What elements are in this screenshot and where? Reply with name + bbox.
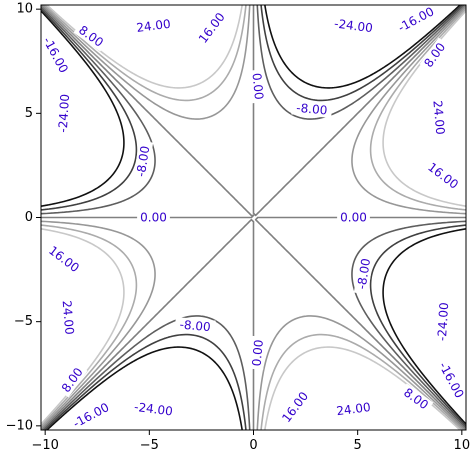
contour-label: 0.00 [250, 339, 266, 367]
contour-line-level-6 [41, 5, 466, 430]
contour-label-background [430, 96, 448, 139]
x-tick-label: 0 [249, 438, 257, 452]
y-tick-label: −10 [6, 418, 33, 433]
contour-label: 0.00 [140, 211, 167, 225]
contour-label: 0.00 [340, 211, 367, 225]
contour-label: -8.00 [134, 145, 153, 178]
contour-label: -24.00 [56, 94, 72, 133]
contour-label-background [329, 15, 378, 36]
x-tick-label: −10 [31, 438, 58, 452]
contour-label: 24.00 [430, 100, 447, 135]
contour-label-background [55, 89, 73, 138]
y-axis: −10 −5 0 5 10 [6, 2, 41, 433]
contour-label: -8.00 [355, 257, 374, 290]
contour-label: 24.00 [60, 300, 77, 335]
contour-line-level-3 [41, 5, 466, 430]
contour-label-background [391, 2, 441, 37]
contour-label: -24.00 [333, 16, 373, 35]
contour-label: 24.00 [336, 400, 372, 418]
contour-label: -8.00 [296, 101, 328, 118]
contour-label-background [249, 335, 267, 370]
contour-label-background [249, 69, 267, 104]
contour-label-background [398, 383, 434, 415]
contour-label-background [57, 362, 88, 398]
contour-label-background [194, 7, 230, 49]
contour-label-background [73, 21, 109, 52]
contour-label-background [332, 399, 375, 419]
contour-label-background [419, 37, 451, 73]
contour-label-background [434, 297, 452, 346]
x-axis: −10 −5 0 5 10 [31, 430, 470, 452]
y-tick-label: 10 [16, 2, 33, 17]
contour-label: -24.00 [435, 302, 451, 341]
contour-label-background [353, 252, 374, 295]
contour-label-background [43, 241, 85, 277]
y-tick-label: 5 [25, 106, 33, 121]
contour-label-background [277, 386, 313, 428]
contour-label-background [59, 296, 77, 339]
x-tick-label: 10 [454, 438, 470, 452]
contour-label: 24.00 [136, 17, 172, 35]
contour-label-background [434, 355, 469, 405]
contour-label-background [174, 317, 216, 335]
contour-label-background [66, 398, 116, 433]
contour-label: -8.00 [179, 317, 211, 334]
x-tick-label: 5 [354, 438, 362, 452]
contour-label-background [129, 399, 178, 420]
contour-label-background [137, 210, 170, 225]
contour-label: -24.00 [133, 400, 173, 419]
y-tick-label: −5 [14, 314, 33, 329]
contour-label-background [133, 140, 154, 183]
x-tick-label: −5 [140, 438, 159, 452]
contour-label-background [38, 30, 73, 80]
contour-lines [41, 5, 466, 430]
contour-label-background [422, 158, 464, 194]
contour-label-background [337, 210, 370, 225]
contour-label-background [291, 100, 333, 118]
contour-label-background [132, 16, 175, 36]
y-tick-label: 0 [25, 210, 33, 225]
contour-label: 0.00 [249, 72, 265, 100]
